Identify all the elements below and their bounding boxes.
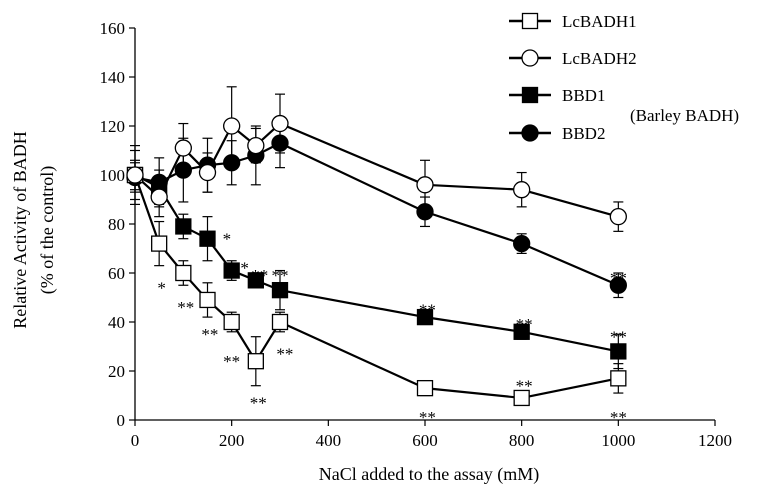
x-tick-label: 0 <box>131 431 140 450</box>
y-axis-title-line-2: (% of the control) <box>37 166 58 294</box>
y-tick-label: 60 <box>108 264 125 283</box>
y-axis-title: Relative Activity of BADH (% of the cont… <box>10 131 58 328</box>
y-tick-label: 20 <box>108 362 125 381</box>
significance-label: ** <box>610 408 627 427</box>
x-tick-label: 600 <box>412 431 438 450</box>
significance-label: ** <box>419 408 436 427</box>
bbd2-series-line <box>134 142 619 287</box>
y-tick-label: 100 <box>100 166 126 185</box>
y-tick-label: 120 <box>100 117 126 136</box>
legend-label-lcbadh1: LcBADH1 <box>562 12 637 31</box>
bbd1-point <box>610 343 627 360</box>
significance-label: ** <box>419 300 436 319</box>
y-tick-label: 140 <box>100 68 126 87</box>
lcbadh1-point <box>151 235 168 252</box>
lcbadh2-point <box>609 207 627 226</box>
y-tick-label: 40 <box>108 313 125 332</box>
legend-marker-lcbadh2 <box>521 49 539 67</box>
lcbadh1-point <box>513 389 530 407</box>
lcbadh2-point <box>513 181 531 199</box>
bbd1-point <box>247 272 264 289</box>
y-tick-label: 80 <box>108 215 125 234</box>
bbd2-point <box>174 161 192 179</box>
y-axis-title-line-1: Relative Activity of BADH <box>10 131 30 328</box>
lcbadh1-point <box>271 313 289 331</box>
lcbadh1-point <box>247 353 264 370</box>
y-tick-label: 0 <box>117 411 126 430</box>
bbd1-point <box>223 262 240 279</box>
legend-marker-bbd1 <box>521 86 539 104</box>
lcbadh1-point <box>416 379 434 397</box>
lcbadh1-point <box>610 370 627 387</box>
bbd1-point <box>513 323 530 340</box>
significance-label: ** <box>177 298 194 317</box>
significance-label: ** <box>201 325 218 344</box>
lcbadh1-point <box>175 264 192 282</box>
lcbadh1-point <box>223 313 240 331</box>
y-tick-label: 160 <box>100 19 126 38</box>
bbd1-series-line <box>134 174 619 353</box>
x-axis-title: NaCl added to the assay (mM) <box>319 464 539 485</box>
legend-label-bbd2: BBD2 <box>562 124 605 143</box>
significance-label: ** <box>610 327 627 346</box>
significance-label: * <box>223 229 232 248</box>
significance-label: ** <box>610 268 627 287</box>
significance-label: ** <box>251 266 268 285</box>
lcbadh1-point <box>199 291 216 309</box>
bbd1-point <box>271 281 289 299</box>
bbd1-point <box>199 230 216 247</box>
significance-label: ** <box>223 352 240 371</box>
lcbadh1-series-line <box>133 174 619 400</box>
legend: LcBADH1 LcBADH2 BBD1 BBD2 <box>509 12 637 143</box>
bbd2-point <box>609 276 627 294</box>
legend-marker-lcbadh1 <box>521 12 539 30</box>
lcbadh2-point <box>150 188 168 206</box>
significance-label: ** <box>276 344 293 363</box>
plot-area: 0 20 40 60 80 100 120 140 160 0 200 400 600 800 1000 12… <box>100 19 733 450</box>
lcbadh2-point <box>271 114 289 133</box>
bbd1-point <box>416 308 434 326</box>
x-tick-label: 200 <box>219 431 245 450</box>
lcbadh2-point <box>174 139 192 157</box>
legend-note: (Barley BADH) <box>630 106 739 125</box>
lcbadh2-point <box>126 166 144 184</box>
legend-label-lcbadh2: LcBADH2 <box>562 49 637 68</box>
lcbadh2-series-line <box>134 122 619 218</box>
significance-label: * <box>157 278 166 297</box>
x-tick-label: 1200 <box>698 431 732 450</box>
significance-label: ** <box>232 259 249 278</box>
legend-label-bbd1: BBD1 <box>562 86 605 105</box>
significance-label: ** <box>516 376 533 395</box>
significance-label: ** <box>516 315 533 334</box>
bbd1-point <box>175 218 192 235</box>
lcbadh2-point <box>416 176 434 194</box>
bbd2-point <box>416 203 434 221</box>
lcbadh2-point <box>198 163 217 182</box>
lcbadh2-point <box>223 117 241 135</box>
bbd2-point <box>223 154 241 172</box>
bbd2-point <box>271 134 289 152</box>
lcbadh2-point <box>247 136 265 155</box>
legend-marker-bbd2 <box>521 124 539 142</box>
significance-label: ** <box>272 266 289 285</box>
significance-label: ** <box>250 393 267 412</box>
x-tick-label: 400 <box>316 431 342 450</box>
x-tick-label: 800 <box>509 431 535 450</box>
bbd2-point <box>513 234 531 253</box>
bbd2-point <box>150 173 168 192</box>
x-tick-label: 1000 <box>601 431 635 450</box>
